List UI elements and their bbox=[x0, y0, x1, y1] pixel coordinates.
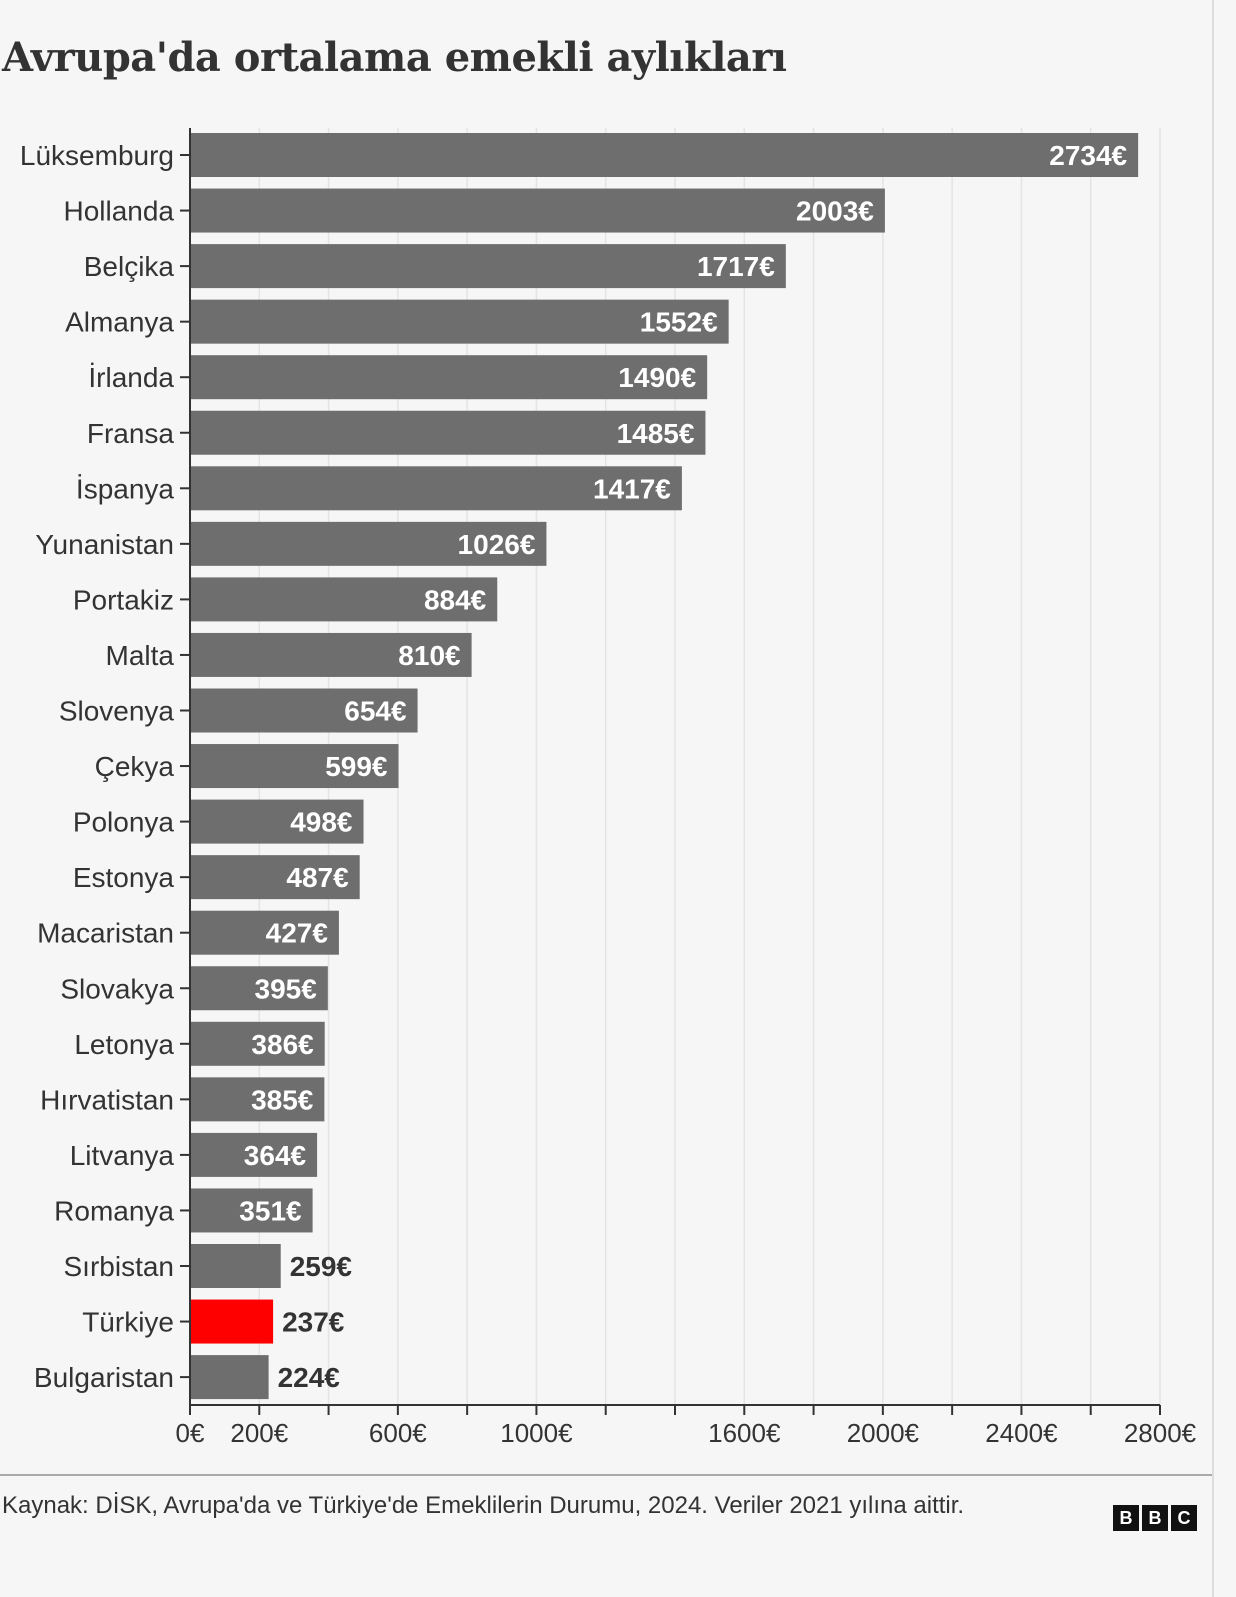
bar bbox=[191, 133, 1139, 177]
bbc-logo: B B C bbox=[1113, 1505, 1197, 1531]
value-label: 259€ bbox=[290, 1251, 353, 1282]
category-label: Hırvatistan bbox=[40, 1084, 174, 1115]
value-label: 427€ bbox=[266, 918, 329, 949]
bar bbox=[191, 188, 885, 233]
category-label: Çekya bbox=[95, 751, 175, 782]
logo-letter: B bbox=[1113, 1505, 1139, 1531]
footer-divider bbox=[0, 1474, 1212, 1476]
category-label: Malta bbox=[106, 640, 175, 671]
category-label: Estonya bbox=[73, 862, 175, 893]
category-label: Yunanistan bbox=[35, 529, 174, 560]
bar bbox=[191, 244, 786, 289]
category-label: Slovenya bbox=[59, 696, 175, 727]
category-label: Lüksemburg bbox=[20, 140, 174, 171]
value-label: 884€ bbox=[424, 584, 487, 615]
bar bbox=[191, 910, 339, 955]
bar bbox=[191, 744, 399, 789]
category-label: Sırbistan bbox=[64, 1251, 175, 1282]
value-label: 599€ bbox=[325, 751, 388, 782]
x-tick-label: 1000€ bbox=[500, 1418, 573, 1448]
value-label: 810€ bbox=[398, 640, 461, 671]
bar bbox=[191, 466, 682, 511]
value-label: 487€ bbox=[286, 862, 349, 893]
bar bbox=[191, 799, 364, 844]
category-label: Letonya bbox=[74, 1029, 174, 1060]
category-label: Bulgaristan bbox=[34, 1362, 174, 1393]
category-label: Portakiz bbox=[73, 584, 174, 615]
divider bbox=[1212, 0, 1214, 1597]
logo-letter: C bbox=[1171, 1505, 1197, 1531]
category-label: Belçika bbox=[84, 251, 175, 282]
value-label: 351€ bbox=[239, 1195, 302, 1226]
bar bbox=[191, 1077, 325, 1122]
value-label: 395€ bbox=[255, 973, 318, 1004]
bar bbox=[191, 1355, 269, 1400]
category-label: İspanya bbox=[76, 473, 174, 504]
bar bbox=[191, 688, 418, 733]
value-label: 364€ bbox=[244, 1140, 307, 1171]
bar bbox=[191, 855, 360, 900]
value-label: 385€ bbox=[251, 1084, 314, 1115]
x-tick-label: 2800€ bbox=[1124, 1418, 1197, 1448]
category-label: Macaristan bbox=[37, 918, 174, 949]
value-label: 1026€ bbox=[458, 529, 536, 560]
value-label: 1717€ bbox=[697, 251, 775, 282]
value-label: 1485€ bbox=[617, 418, 695, 449]
bar bbox=[191, 1021, 325, 1066]
x-tick-label: 2000€ bbox=[847, 1418, 920, 1448]
chart-title: Avrupa'da ortalama emekli aylıkları bbox=[2, 34, 787, 81]
bar bbox=[191, 1132, 318, 1177]
bar bbox=[191, 521, 547, 566]
x-tick-label: 0€ bbox=[176, 1418, 205, 1448]
category-label: Fransa bbox=[87, 418, 175, 449]
bar bbox=[191, 632, 472, 677]
value-label: 2734€ bbox=[1049, 140, 1127, 171]
value-label: 1552€ bbox=[640, 307, 718, 338]
category-label: Türkiye bbox=[82, 1307, 174, 1338]
category-label: Slovakya bbox=[60, 973, 174, 1004]
bar bbox=[191, 577, 498, 622]
source-note: Kaynak: DİSK, Avrupa'da ve Türkiye'de Em… bbox=[2, 1492, 965, 1519]
bar bbox=[191, 299, 729, 344]
value-label: 224€ bbox=[278, 1362, 341, 1393]
x-tick-label: 200€ bbox=[230, 1418, 288, 1448]
bar-chart: 0€ 200€ 600€ 1000€ 1600€ 2000€ 2400€ 2800€ Lükse… bbox=[20, 128, 1197, 1448]
x-tick-label: 2400€ bbox=[985, 1418, 1058, 1448]
value-label: 386€ bbox=[251, 1029, 314, 1060]
bar bbox=[191, 1188, 313, 1233]
logo-letter: B bbox=[1142, 1505, 1168, 1531]
value-label: 1417€ bbox=[593, 473, 671, 504]
bar bbox=[191, 966, 328, 1011]
value-label: 1490€ bbox=[618, 362, 696, 393]
bar bbox=[191, 1244, 281, 1288]
x-tick-label: 1600€ bbox=[708, 1418, 781, 1448]
value-label: 498€ bbox=[290, 807, 353, 838]
category-label: Hollanda bbox=[63, 196, 174, 227]
category-label: Litvanya bbox=[70, 1140, 175, 1171]
bar bbox=[191, 410, 706, 455]
value-label: 654€ bbox=[344, 696, 407, 727]
bar bbox=[191, 1299, 274, 1344]
x-tick-label: 600€ bbox=[369, 1418, 427, 1448]
category-label: Almanya bbox=[65, 307, 174, 338]
value-label: 237€ bbox=[282, 1307, 345, 1338]
category-label: Romanya bbox=[54, 1195, 174, 1226]
bar bbox=[191, 355, 708, 400]
category-label: İrlanda bbox=[88, 362, 174, 393]
value-label: 2003€ bbox=[796, 196, 874, 227]
category-label: Polonya bbox=[73, 807, 175, 838]
